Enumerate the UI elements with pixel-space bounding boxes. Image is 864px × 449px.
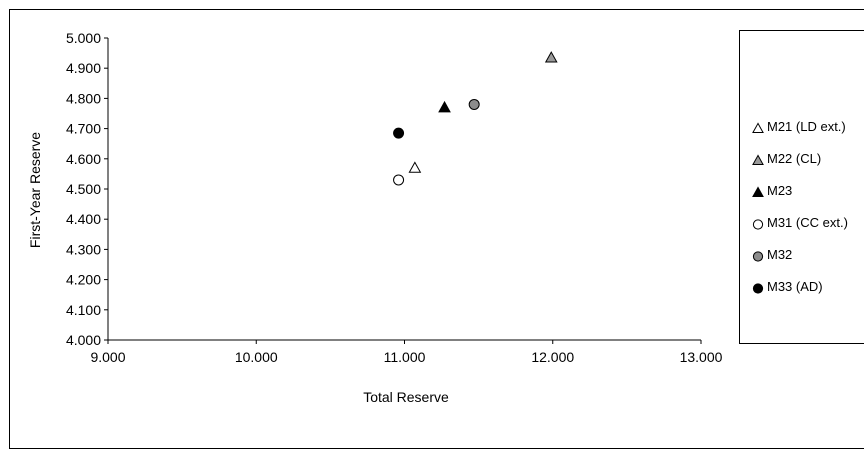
data-point (393, 174, 405, 186)
x-axis-ticks: 9.000 10.000 11.000 12.000 13.000 (90, 340, 723, 365)
legend: M21 (LD ext.) M22 (CL) M23 M31 (CC ext.) M32… (739, 30, 864, 344)
circle-marker-icon (752, 250, 764, 262)
legend-label: M21 (LD ext.) (767, 119, 846, 134)
legend-label: M32 (767, 247, 793, 262)
y-tick-label: 5.000 (66, 30, 101, 46)
y-axis-ticks: 4.000 4.100 4.200 4.300 4.400 4.500 4.600 4.700… (66, 30, 108, 348)
x-tick-label: 13.000 (680, 349, 723, 365)
y-tick-label: 4.300 (66, 241, 101, 257)
data-point (408, 161, 422, 173)
y-tick-label: 4.200 (66, 272, 101, 288)
data-point (468, 98, 480, 110)
data-point (438, 100, 451, 113)
circle-marker-icon (752, 218, 764, 230)
y-tick-label: 4.700 (66, 121, 101, 137)
y-tick-label: 4.800 (66, 90, 101, 106)
data-point (544, 51, 558, 63)
triangle-marker-icon (752, 153, 764, 165)
x-tick-label: 9.000 (90, 349, 125, 365)
x-tick-label: 10.000 (235, 349, 278, 365)
triangle-marker-icon (752, 121, 764, 133)
legend-item: M23 (752, 183, 792, 199)
legend-item: M21 (LD ext.) (752, 119, 846, 135)
legend-item: M22 (CL) (752, 151, 821, 167)
y-tick-label: 4.400 (66, 211, 101, 227)
x-tick-label: 12.000 (531, 349, 574, 365)
legend-label: M33 (AD) (767, 279, 823, 294)
y-tick-label: 4.500 (66, 181, 101, 197)
y-tick-label: 4.600 (66, 151, 101, 167)
legend-item: M31 (CC ext.) (752, 215, 848, 231)
legend-item: M32 (752, 247, 792, 263)
y-tick-label: 4.000 (66, 332, 101, 348)
data-points (393, 51, 558, 186)
triangle-marker-icon (752, 185, 764, 197)
legend-label: M22 (CL) (767, 151, 822, 166)
y-tick-label: 4.900 (66, 60, 101, 76)
circle-marker-icon (752, 282, 764, 294)
scatter-chart: 4.000 4.100 4.200 4.300 4.400 4.500 4.600 4.700… (27, 30, 723, 405)
x-axis-title: Total Reserve (363, 389, 449, 405)
legend-label: M23 (767, 183, 793, 198)
legend-item: M33 (AD) (752, 279, 823, 295)
y-axis-title: First-Year Reserve (27, 132, 43, 248)
data-point (393, 127, 405, 139)
x-tick-label: 11.000 (384, 349, 426, 365)
legend-label: M31 (CC ext.) (767, 215, 848, 230)
y-tick-label: 4.100 (66, 302, 101, 318)
